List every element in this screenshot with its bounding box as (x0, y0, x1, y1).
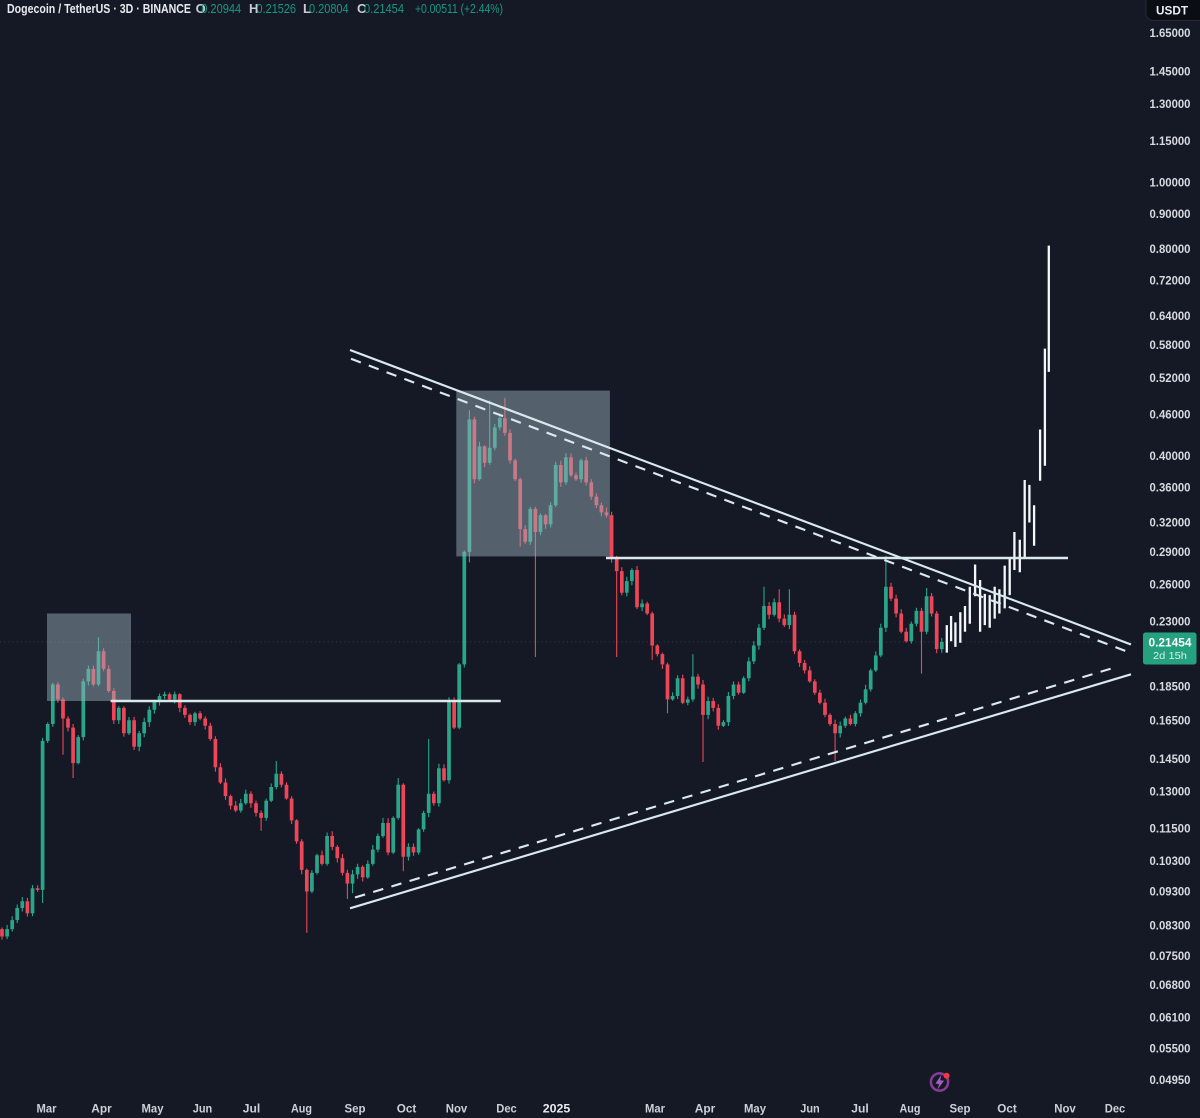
svg-text:Apr: Apr (695, 1102, 716, 1116)
svg-text:Nov: Nov (446, 1102, 468, 1116)
svg-text:Dogecoin / TetherUS · 3D · BIN: Dogecoin / TetherUS · 3D · BINANCE (7, 1, 191, 16)
svg-text:May: May (744, 1102, 766, 1116)
svg-text:0.05500: 0.05500 (1150, 1042, 1191, 1056)
svg-text:USDT: USDT (1156, 5, 1188, 17)
svg-text:0.16500: 0.16500 (1150, 714, 1191, 728)
svg-text:Sep: Sep (345, 1102, 366, 1116)
svg-text:0.32000: 0.32000 (1150, 516, 1191, 530)
svg-text:Oct: Oct (397, 1102, 417, 1116)
svg-text:Jul: Jul (243, 1102, 261, 1116)
svg-text:Oct: Oct (997, 1102, 1017, 1116)
svg-text:Mar: Mar (645, 1102, 665, 1116)
svg-text:Jun: Jun (193, 1102, 213, 1116)
svg-text:0.90000: 0.90000 (1150, 207, 1191, 221)
svg-text:0.46000: 0.46000 (1150, 407, 1191, 421)
svg-text:Dec: Dec (1105, 1102, 1126, 1116)
svg-text:O: O (196, 1, 206, 16)
svg-text:0.07500: 0.07500 (1150, 949, 1191, 963)
svg-text:2025: 2025 (543, 1102, 571, 1116)
svg-text:May: May (142, 1102, 164, 1116)
svg-text:2d 15h: 2d 15h (1153, 650, 1187, 662)
svg-text:0.06100: 0.06100 (1150, 1011, 1191, 1025)
svg-text:(+2.44%): (+2.44%) (461, 1, 504, 16)
svg-text:L: L (303, 1, 311, 16)
svg-text:H: H (249, 1, 258, 16)
svg-text:0.13000: 0.13000 (1150, 785, 1191, 799)
svg-text:+0.00511: +0.00511 (415, 1, 458, 16)
svg-text:0.21454: 0.21454 (364, 1, 404, 16)
svg-text:0.29000: 0.29000 (1150, 545, 1191, 559)
svg-text:0.06800: 0.06800 (1150, 978, 1191, 992)
svg-text:1.00000: 1.00000 (1150, 176, 1191, 190)
svg-text:0.26000: 0.26000 (1150, 578, 1191, 592)
svg-text:C: C (357, 1, 367, 16)
svg-text:0.14500: 0.14500 (1150, 752, 1191, 766)
svg-text:0.23000: 0.23000 (1150, 614, 1191, 628)
svg-text:1.45000: 1.45000 (1150, 65, 1191, 79)
svg-text:Mar: Mar (37, 1102, 57, 1116)
svg-text:Apr: Apr (91, 1102, 112, 1116)
svg-text:0.21526: 0.21526 (257, 1, 297, 16)
svg-text:Aug: Aug (900, 1102, 921, 1116)
svg-text:0.21454: 0.21454 (1149, 635, 1192, 649)
svg-text:0.20944: 0.20944 (201, 1, 241, 16)
svg-text:0.36000: 0.36000 (1150, 481, 1191, 495)
svg-text:0.80000: 0.80000 (1150, 242, 1191, 256)
svg-text:0.04950: 0.04950 (1150, 1073, 1191, 1087)
svg-text:0.09300: 0.09300 (1150, 885, 1191, 899)
svg-text:0.11500: 0.11500 (1150, 821, 1191, 835)
svg-text:Jul: Jul (851, 1102, 869, 1116)
svg-text:0.20804: 0.20804 (309, 1, 349, 16)
svg-text:Sep: Sep (950, 1102, 971, 1116)
svg-text:0.52000: 0.52000 (1150, 371, 1191, 385)
svg-text:1.65000: 1.65000 (1150, 26, 1191, 40)
svg-text:1.30000: 1.30000 (1150, 97, 1191, 111)
svg-text:Dec: Dec (496, 1102, 517, 1116)
svg-text:0.08300: 0.08300 (1150, 919, 1191, 933)
svg-text:Aug: Aug (291, 1102, 312, 1116)
svg-text:1.15000: 1.15000 (1150, 134, 1191, 148)
svg-text:0.64000: 0.64000 (1150, 309, 1191, 323)
svg-text:0.10300: 0.10300 (1150, 854, 1191, 868)
svg-text:Jun: Jun (800, 1102, 820, 1116)
svg-text:Nov: Nov (1054, 1102, 1076, 1116)
svg-text:0.72000: 0.72000 (1150, 274, 1191, 288)
svg-text:0.58000: 0.58000 (1150, 338, 1191, 352)
svg-text:0.40000: 0.40000 (1150, 449, 1191, 463)
svg-text:0.18500: 0.18500 (1150, 679, 1191, 693)
